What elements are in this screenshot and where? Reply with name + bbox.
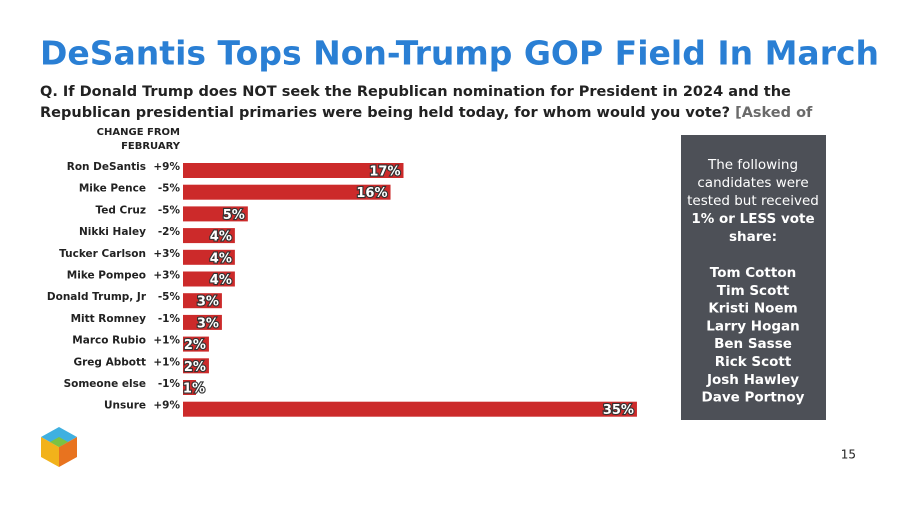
change-label: -5% bbox=[158, 291, 181, 303]
bar bbox=[183, 293, 222, 309]
bar bbox=[183, 163, 404, 178]
bar bbox=[183, 206, 248, 222]
value-label: 3% bbox=[197, 295, 219, 310]
panel-name: Larry Hogan bbox=[706, 318, 800, 334]
value-label: 35% bbox=[603, 403, 634, 418]
category-label: Someone else bbox=[64, 378, 146, 390]
bar bbox=[183, 271, 235, 287]
panel-name: Josh Hawley bbox=[706, 372, 799, 388]
value-label: 1% bbox=[183, 382, 205, 397]
category-label: Donald Trump, Jr bbox=[47, 291, 147, 303]
change-label: +3% bbox=[153, 270, 180, 282]
change-label: -5% bbox=[158, 183, 181, 195]
category-label: Unsure bbox=[104, 400, 146, 412]
change-label: +9% bbox=[153, 400, 180, 412]
bar bbox=[183, 228, 235, 244]
panel-name: Dave Portnoy bbox=[702, 390, 805, 406]
panel-name: Tom Cotton bbox=[710, 265, 796, 281]
category-label: Mike Pence bbox=[79, 183, 146, 195]
panel-name: Tim Scott bbox=[717, 283, 790, 299]
category-label: Mike Pompeo bbox=[67, 270, 146, 282]
bar bbox=[183, 336, 209, 352]
panel-name: Rick Scott bbox=[715, 354, 792, 370]
value-label: 2% bbox=[184, 360, 206, 375]
panel-text: candidates were bbox=[697, 175, 808, 191]
logo bbox=[41, 427, 77, 467]
bar bbox=[183, 380, 196, 395]
change-header: CHANGE FROM bbox=[97, 127, 180, 138]
change-label: -1% bbox=[158, 313, 181, 325]
change-label: +1% bbox=[153, 335, 180, 347]
side-panel bbox=[681, 135, 826, 420]
value-label: 4% bbox=[210, 251, 232, 266]
title: DeSantis Tops Non-Trump GOP Field In Mar… bbox=[40, 34, 879, 73]
change-label: -5% bbox=[158, 204, 181, 216]
panel-name: Ben Sasse bbox=[714, 336, 792, 352]
value-label: 4% bbox=[210, 230, 232, 245]
category-label: Marco Rubio bbox=[72, 335, 146, 347]
value-label: 17% bbox=[369, 165, 400, 180]
bar bbox=[183, 314, 222, 330]
value-label: 3% bbox=[197, 316, 219, 331]
question-note: [Asked of Republican+Lean Voters] bbox=[735, 105, 813, 121]
value-label: 4% bbox=[210, 273, 232, 288]
value-label: 16% bbox=[356, 186, 387, 201]
panel-text: The following bbox=[707, 157, 798, 173]
category-label: Mitt Romney bbox=[71, 313, 147, 325]
category-label: Ted Cruz bbox=[95, 204, 146, 216]
bar bbox=[183, 358, 209, 374]
panel-emphasis: share: bbox=[729, 229, 777, 245]
panel-text: tested but received bbox=[687, 193, 819, 209]
question: Q. If Donald Trump does NOT seek the Rep… bbox=[40, 82, 860, 126]
question-text: Q. If Donald Trump does NOT seek the Rep… bbox=[40, 84, 791, 121]
change-header: FEBRUARY bbox=[121, 141, 181, 152]
change-label: -2% bbox=[158, 226, 181, 238]
change-label: +3% bbox=[153, 248, 180, 260]
bar bbox=[183, 184, 391, 200]
change-label: +1% bbox=[153, 356, 180, 368]
panel-name: Kristi Noem bbox=[708, 301, 797, 317]
category-label: Nikki Haley bbox=[79, 226, 146, 238]
value-label: 2% bbox=[184, 338, 206, 353]
change-label: -1% bbox=[158, 378, 181, 390]
category-label: Greg Abbott bbox=[73, 356, 146, 368]
bar bbox=[183, 249, 235, 265]
question-box: Q. If Donald Trump does NOT seek the Rep… bbox=[40, 82, 860, 126]
panel-emphasis: 1% or LESS vote bbox=[691, 211, 814, 227]
category-label: Tucker Carlson bbox=[59, 248, 146, 260]
page-number: 15 bbox=[841, 448, 856, 462]
change-label: +9% bbox=[153, 161, 180, 173]
bar bbox=[183, 401, 637, 417]
category-label: Ron DeSantis bbox=[67, 161, 146, 173]
value-label: 5% bbox=[223, 208, 245, 223]
